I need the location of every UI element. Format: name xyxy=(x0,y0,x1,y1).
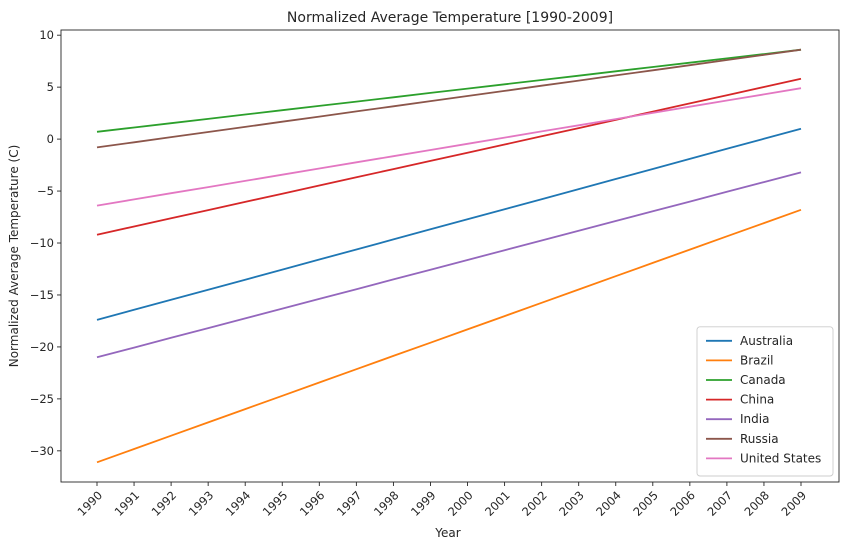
x-tick-label: 2002 xyxy=(519,488,550,519)
x-axis-label: Year xyxy=(434,526,460,540)
x-tick-label: 2003 xyxy=(556,488,587,519)
x-tick-label: 1996 xyxy=(297,488,328,519)
legend-entry: China xyxy=(740,393,774,407)
x-tick-label: 1993 xyxy=(186,488,217,519)
x-tick-label: 2006 xyxy=(667,488,698,519)
legend-entry: Russia xyxy=(740,432,779,446)
x-tick-label: 2005 xyxy=(630,488,661,519)
legend-entry: United States xyxy=(740,451,821,465)
plot-frame xyxy=(60,29,840,483)
legend-entry: Canada xyxy=(740,373,786,387)
chart-title: Normalized Average Temperature [1990-200… xyxy=(287,10,613,26)
y-tick-label: −30 xyxy=(30,444,54,458)
x-tick-label: 1991 xyxy=(112,488,143,519)
y-tick-label: 10 xyxy=(39,28,54,42)
x-tick-label: 1994 xyxy=(223,488,254,519)
x-tick-label: 1992 xyxy=(149,488,180,519)
series-line-china xyxy=(96,77,802,236)
y-tick-label: 5 xyxy=(47,80,54,94)
legend-entry: Brazil xyxy=(740,353,774,367)
y-tick-label: −10 xyxy=(30,236,54,250)
series-line-canada xyxy=(96,48,802,133)
series-line-brazil xyxy=(96,208,802,464)
x-tick-label: 1990 xyxy=(75,488,106,519)
x-tick-label: 2008 xyxy=(741,488,772,519)
y-tick-label: −15 xyxy=(30,288,54,302)
series-line-india xyxy=(96,171,802,359)
x-tick-label: 1999 xyxy=(408,488,439,519)
x-tick-label: 2001 xyxy=(482,488,513,519)
series-line-united-states xyxy=(96,87,802,207)
x-tick-label: 2009 xyxy=(779,488,810,519)
x-tick-label: 1997 xyxy=(334,488,365,519)
y-axis-label: Normalized Average Temperature (C) xyxy=(7,145,21,368)
y-tick-label: −25 xyxy=(30,392,54,406)
x-tick-label: 1995 xyxy=(260,488,291,519)
y-tick-label: −20 xyxy=(30,340,54,354)
series-line-russia xyxy=(96,48,802,149)
y-tick-label: −5 xyxy=(37,184,54,198)
legend-entry: India xyxy=(740,412,769,426)
x-tick-label: 2000 xyxy=(445,488,476,519)
y-tick-label: 0 xyxy=(47,132,54,146)
x-tick-label: 2007 xyxy=(704,488,735,519)
legend: Australia Brazil Canada China India Russia Uni… xyxy=(696,326,834,477)
legend-entry: Australia xyxy=(740,334,793,348)
series-line-australia xyxy=(96,127,802,321)
x-tick-label: 1998 xyxy=(371,488,402,519)
x-tick-label: 2004 xyxy=(593,488,624,519)
